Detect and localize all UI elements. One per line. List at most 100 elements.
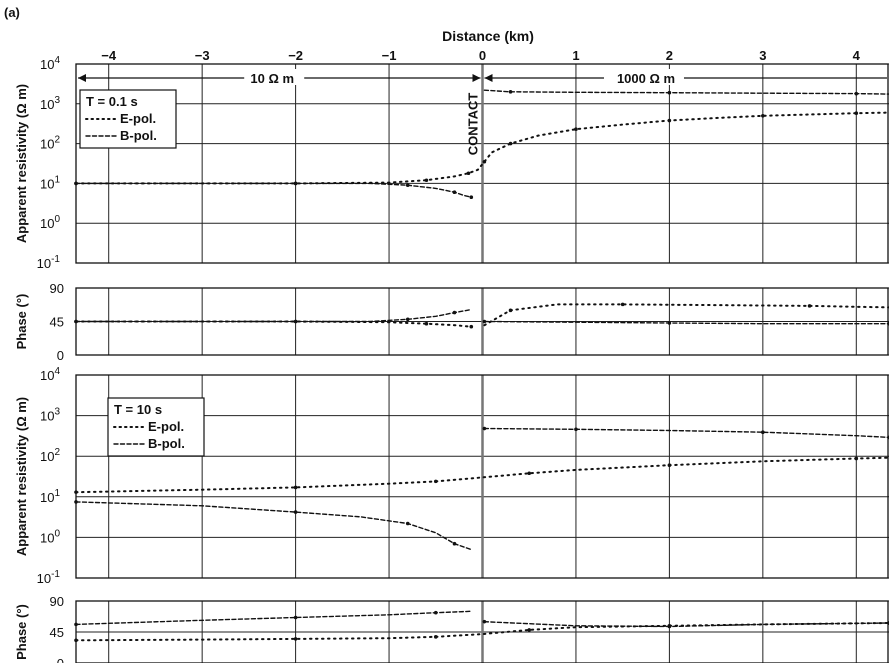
data-point xyxy=(452,541,457,546)
right-region-bg xyxy=(603,69,684,85)
y-tick-label: 10-1 xyxy=(37,254,61,271)
right-arrowhead xyxy=(484,74,493,82)
data-point xyxy=(74,490,78,494)
data-point xyxy=(527,628,532,632)
y-tick-label: 102 xyxy=(40,447,60,464)
data-point xyxy=(854,456,859,461)
data-point xyxy=(466,171,471,176)
data-point xyxy=(293,637,298,641)
y-tick-label: 45 xyxy=(50,315,64,330)
y-tick-label: 103 xyxy=(40,95,60,112)
data-point xyxy=(433,479,438,484)
label-layer: −4 −3 −2 −1 0 1 2 3 4 10-1 100 101 102 103 104 Apparent… xyxy=(14,48,861,663)
data-point xyxy=(74,319,78,324)
legend-entry: E-pol. xyxy=(120,111,156,126)
legend-entry: B-pol. xyxy=(120,128,157,143)
y-tick-label: 101 xyxy=(40,174,60,191)
data-point xyxy=(74,622,78,627)
y-axis-title: Phase (°) xyxy=(14,294,29,350)
y-axis-title: Apparent resistivity (Ω m) xyxy=(14,397,29,556)
panel-frames xyxy=(75,63,889,663)
data-point xyxy=(469,195,474,200)
data-point xyxy=(482,426,487,431)
legend-entry: E-pol. xyxy=(148,419,184,434)
data-point xyxy=(667,90,672,95)
panel-frame xyxy=(75,600,889,663)
data-point xyxy=(574,427,578,432)
legend-title: T = 10 s xyxy=(114,402,162,417)
left-region-bg xyxy=(244,69,305,85)
data-point xyxy=(854,111,859,116)
data-point xyxy=(854,91,859,96)
y-axis-title: Phase (°) xyxy=(14,604,29,660)
y-tick-label: 45 xyxy=(50,625,64,640)
data-point xyxy=(761,430,765,435)
y-tick-label: 100 xyxy=(40,214,60,231)
figure-label: (a) xyxy=(4,5,20,20)
x-axis-title: Distance (km) xyxy=(442,28,534,44)
grid-layer xyxy=(76,63,889,663)
data-point xyxy=(74,181,78,186)
data-point xyxy=(482,619,487,624)
data-point xyxy=(293,615,298,620)
y-axis-title: Apparent resistivity (Ω m) xyxy=(14,84,29,243)
e-pol-line xyxy=(75,111,889,185)
y-tick-label: 101 xyxy=(40,488,60,505)
x-tick-label: −4 xyxy=(101,48,117,63)
left-arrowhead xyxy=(78,74,86,82)
x-tick-label: 0 xyxy=(479,48,486,63)
data-point xyxy=(293,510,298,514)
data-point xyxy=(574,127,578,132)
data-point xyxy=(667,321,672,325)
x-tick-label: −3 xyxy=(195,48,210,63)
x-tick-label: 4 xyxy=(853,48,861,63)
y-tick-label: 90 xyxy=(50,281,64,296)
data-point xyxy=(667,118,672,123)
data-point xyxy=(452,310,457,315)
data-point xyxy=(482,319,487,324)
x-tick-label: 3 xyxy=(759,48,766,63)
data-point xyxy=(405,521,410,526)
legend-entry: B-pol. xyxy=(148,436,185,451)
data-point xyxy=(508,308,513,313)
data-point xyxy=(293,181,298,186)
y-tick-label: 100 xyxy=(40,528,60,545)
data-point xyxy=(620,302,625,307)
data-point xyxy=(807,304,812,308)
x-tick-label: −1 xyxy=(382,48,397,63)
data-point xyxy=(508,141,513,146)
data-point xyxy=(508,90,513,94)
data-point xyxy=(424,321,429,326)
data-point xyxy=(293,485,298,490)
x-tick-label: 1 xyxy=(572,48,579,63)
y-tick-label: 10-1 xyxy=(37,569,61,586)
x-tick-label: 2 xyxy=(666,48,673,63)
data-point xyxy=(74,500,78,504)
data-point xyxy=(482,159,487,164)
data-point xyxy=(469,324,474,329)
data-point xyxy=(74,638,78,643)
e-pol-line xyxy=(75,456,889,494)
data-point xyxy=(667,463,672,468)
panel-frame xyxy=(75,374,889,579)
right-region-label: 1000 Ω m xyxy=(617,71,675,86)
legend-title: T = 0.1 s xyxy=(86,94,138,109)
x-tick-label: −2 xyxy=(288,48,303,63)
y-tick-label: 90 xyxy=(50,594,64,609)
left-region-label: 10 Ω m xyxy=(250,71,294,86)
panel-frame xyxy=(75,63,889,264)
data-point xyxy=(433,610,438,615)
data-point xyxy=(761,113,765,118)
data-point xyxy=(405,317,410,322)
data-point xyxy=(452,190,457,195)
data-point xyxy=(293,319,298,324)
data-point xyxy=(433,635,438,639)
contact-label: CONTACT xyxy=(466,93,481,156)
b-pol-line xyxy=(75,427,889,551)
series-layer xyxy=(74,89,889,643)
y-tick-label: 103 xyxy=(40,407,60,424)
y-tick-label: 104 xyxy=(40,366,60,383)
annotation-layer: 10 Ω m 1000 Ω m CONTACT xyxy=(78,69,887,155)
y-tick-label: 104 xyxy=(40,55,60,72)
